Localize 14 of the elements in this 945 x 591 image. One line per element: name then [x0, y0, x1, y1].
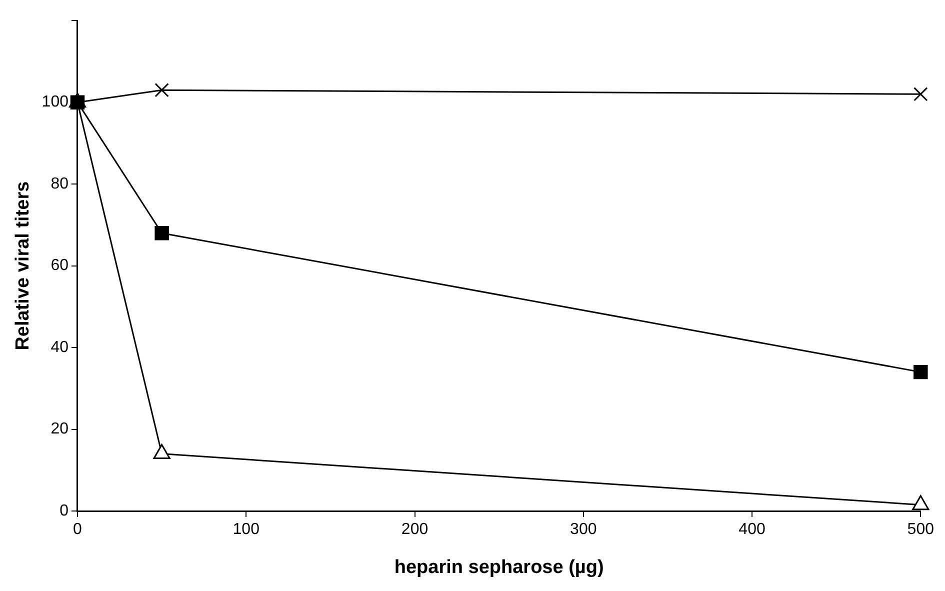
y-tick-label: 0	[60, 502, 69, 520]
y-axis-title: Relative viral titers	[12, 181, 34, 350]
y-tick-label: 40	[50, 338, 69, 356]
x-axis-title: heparin sepharose (µg)	[394, 556, 604, 578]
y-tick-label: 20	[50, 420, 69, 438]
x-tick-label: 300	[570, 521, 597, 538]
y-tick-label: 60	[50, 257, 69, 274]
x-tick-label: 0	[73, 521, 82, 538]
x-tick-label: 400	[738, 521, 766, 538]
x-tick-label: 500	[907, 521, 934, 538]
x-tick-label: 200	[401, 521, 428, 538]
x-tick-label: 100	[232, 521, 260, 538]
y-tick-label: 80	[50, 175, 69, 192]
y-tick-label: 100	[42, 94, 69, 111]
